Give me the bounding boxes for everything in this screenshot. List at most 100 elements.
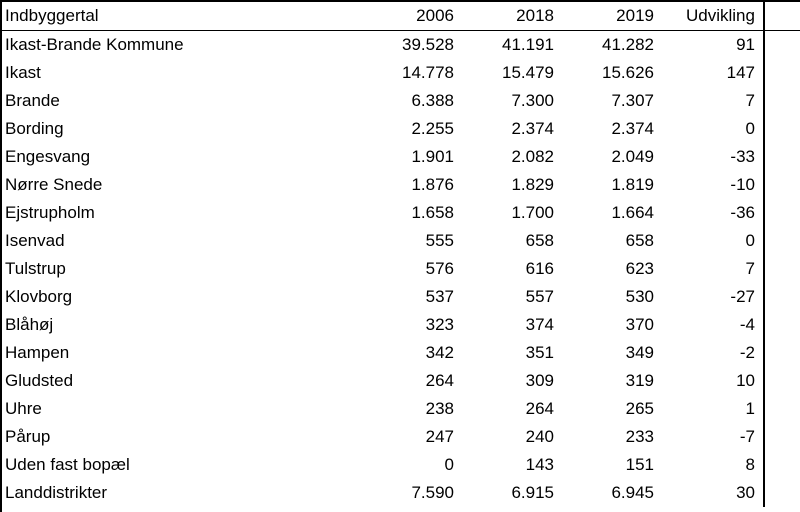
row-name: Uden fast bopæl bbox=[5, 455, 130, 474]
row-2018: 2.082 bbox=[511, 147, 554, 166]
row-2018: 41.191 bbox=[502, 35, 554, 54]
row-name: Landdistrikter bbox=[5, 483, 108, 502]
row-2019: 151 bbox=[625, 455, 654, 474]
row-name: Ejstrupholm bbox=[5, 203, 95, 222]
row-2006: 1.658 bbox=[411, 203, 454, 222]
table-row: Tulstrup 576 616 623 7 bbox=[2, 255, 800, 283]
table-row: Pårup 247 240 233 -7 bbox=[2, 423, 800, 451]
row-2006: 2.255 bbox=[411, 119, 454, 138]
row-2006: 7.590 bbox=[411, 483, 454, 502]
row-development: 30 bbox=[736, 483, 755, 502]
row-2019: 349 bbox=[625, 343, 654, 362]
row-2018: 351 bbox=[525, 343, 554, 362]
row-development: 7 bbox=[745, 259, 755, 278]
table-row: Isenvad 555 658 658 0 bbox=[2, 227, 800, 255]
row-2018: 6.915 bbox=[511, 483, 554, 502]
row-extra-cell bbox=[763, 367, 800, 395]
row-2018: 15.479 bbox=[502, 63, 554, 82]
row-extra-cell bbox=[763, 255, 800, 283]
table-row: Ikast 14.778 15.479 15.626 147 bbox=[2, 59, 800, 87]
row-extra-cell bbox=[763, 311, 800, 339]
row-2018: 264 bbox=[525, 399, 554, 418]
row-development: -27 bbox=[730, 287, 755, 306]
row-development: 91 bbox=[736, 35, 755, 54]
row-name: Isenvad bbox=[5, 231, 65, 250]
row-extra-cell bbox=[763, 143, 800, 171]
table-row: Hampen 342 351 349 -2 bbox=[2, 339, 800, 367]
row-2019: 233 bbox=[625, 427, 654, 446]
row-name: Nørre Snede bbox=[5, 175, 103, 194]
row-name: Brande bbox=[5, 91, 60, 110]
table-row: Klovborg 537 557 530 -27 bbox=[2, 283, 800, 311]
header-2019: 2019 bbox=[558, 2, 658, 31]
row-2019: 370 bbox=[625, 315, 654, 334]
table-row: Ejstrupholm 1.658 1.700 1.664 -36 bbox=[2, 199, 800, 227]
row-extra-cell bbox=[763, 479, 800, 507]
row-2018: 143 bbox=[525, 455, 554, 474]
row-development: 10 bbox=[736, 371, 755, 390]
table-row: Landdistrikter 7.590 6.915 6.945 30 bbox=[2, 479, 800, 507]
row-2006: 342 bbox=[425, 343, 454, 362]
table-row: Engesvang 1.901 2.082 2.049 -33 bbox=[2, 143, 800, 171]
row-2018: 374 bbox=[525, 315, 554, 334]
table-row: Blåhøj 323 374 370 -4 bbox=[2, 311, 800, 339]
row-2019: 7.307 bbox=[611, 91, 654, 110]
row-2006: 0 bbox=[444, 455, 454, 474]
row-development: -4 bbox=[739, 315, 755, 334]
header-development: Udvikling bbox=[658, 2, 764, 31]
table-row: Ikast-Brande Kommune 39.528 41.191 41.282 91 bbox=[2, 30, 800, 59]
row-2018: 309 bbox=[525, 371, 554, 390]
row-extra-cell bbox=[763, 199, 800, 227]
row-name: Engesvang bbox=[5, 147, 91, 166]
row-2019: 1.664 bbox=[611, 203, 654, 222]
row-2019: 15.626 bbox=[602, 63, 654, 82]
row-extra-cell bbox=[763, 59, 800, 87]
row-extra-cell bbox=[763, 395, 800, 423]
header-extra-cell bbox=[763, 2, 800, 31]
table-row: Bording 2.255 2.374 2.374 0 bbox=[2, 115, 800, 143]
row-2006: 264 bbox=[425, 371, 454, 390]
row-name: Tulstrup bbox=[5, 259, 66, 278]
row-2006: 238 bbox=[425, 399, 454, 418]
row-name: Bording bbox=[5, 119, 64, 138]
row-name: Gludsted bbox=[5, 371, 74, 390]
row-name: Pårup bbox=[5, 427, 51, 446]
row-2019: 319 bbox=[625, 371, 654, 390]
row-2019: 2.374 bbox=[611, 119, 654, 138]
row-development: 0 bbox=[745, 231, 755, 250]
row-2006: 555 bbox=[425, 231, 454, 250]
row-2006: 1.901 bbox=[411, 147, 454, 166]
row-2006: 323 bbox=[425, 315, 454, 334]
row-name: Uhre bbox=[5, 399, 42, 418]
row-development: -33 bbox=[730, 147, 755, 166]
row-extra-cell bbox=[763, 227, 800, 255]
row-name: Hampen bbox=[5, 343, 70, 362]
header-row: Indbyggertal 2006 2018 2019 Udvikling bbox=[2, 2, 800, 31]
row-extra-cell bbox=[763, 339, 800, 367]
row-extra-cell bbox=[763, 283, 800, 311]
row-development: -7 bbox=[739, 427, 755, 446]
row-2006: 576 bbox=[425, 259, 454, 278]
row-development: -2 bbox=[739, 343, 755, 362]
row-2019: 1.819 bbox=[611, 175, 654, 194]
row-extra-cell bbox=[763, 171, 800, 199]
row-development: -36 bbox=[730, 203, 755, 222]
row-2006: 537 bbox=[425, 287, 454, 306]
row-development: 7 bbox=[745, 91, 755, 110]
row-development: 0 bbox=[745, 119, 755, 138]
row-2006: 6.388 bbox=[411, 91, 454, 110]
header-2006: 2006 bbox=[370, 2, 458, 31]
row-2018: 1.700 bbox=[511, 203, 554, 222]
row-2006: 14.778 bbox=[402, 63, 454, 82]
row-2019: 530 bbox=[625, 287, 654, 306]
row-2019: 623 bbox=[625, 259, 654, 278]
row-2018: 557 bbox=[525, 287, 554, 306]
table-row: Uden fast bopæl 0 143 151 8 bbox=[2, 451, 800, 479]
row-2018: 1.829 bbox=[511, 175, 554, 194]
row-name: Blåhøj bbox=[5, 315, 54, 334]
row-development: -10 bbox=[730, 175, 755, 194]
row-2019: 41.282 bbox=[602, 35, 654, 54]
header-2018: 2018 bbox=[458, 2, 558, 31]
row-extra-cell bbox=[763, 30, 800, 59]
